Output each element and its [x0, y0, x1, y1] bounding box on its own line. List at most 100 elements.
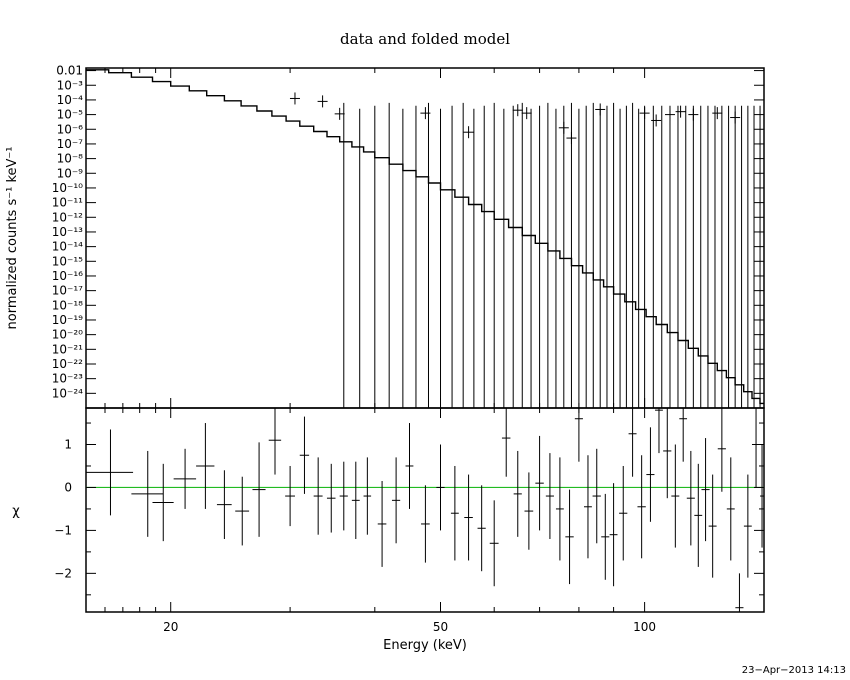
residual-point — [216, 470, 232, 539]
residual-point — [285, 465, 295, 527]
y-tick-label: 10⁻²⁴ — [52, 386, 83, 400]
y-tick-label: 10⁻⁵ — [57, 108, 84, 122]
residual-point — [489, 500, 499, 587]
residuals-x-ticks: 20 50 100 — [104, 408, 765, 634]
data-point — [730, 111, 741, 124]
spectrum-y-axis-label: normalized counts s⁻¹ keV⁻¹ — [5, 147, 20, 330]
residual-point — [726, 457, 735, 561]
chart-title: data and folded model — [340, 30, 510, 48]
y-tick-label: 10⁻⁸ — [57, 152, 84, 166]
residual-point — [196, 423, 215, 509]
data-point — [639, 107, 650, 120]
x-tick-label: 50 — [433, 620, 448, 634]
residual-point — [405, 423, 414, 509]
residual-point — [701, 438, 710, 542]
residual-point — [628, 408, 637, 477]
residual-point — [86, 429, 134, 516]
residual-point — [565, 489, 574, 585]
y-tick-label: −2 — [54, 566, 72, 580]
residual-point — [268, 408, 282, 475]
residual-point — [450, 465, 459, 561]
residual-point — [235, 476, 250, 546]
data-point — [334, 107, 345, 120]
residual-point — [592, 448, 601, 544]
y-tick-label: −1 — [54, 523, 72, 537]
spectrum-panel: 0.0110⁻³10⁻⁴10⁻⁵10⁻⁶10⁻⁷10⁻⁸10⁻⁹10⁻¹⁰10⁻… — [5, 64, 765, 409]
residual-point — [436, 444, 445, 531]
residual-point — [131, 450, 164, 537]
residual-point — [743, 474, 752, 578]
data-point — [712, 107, 723, 120]
residual-point — [609, 483, 618, 587]
residual-point — [663, 408, 672, 499]
y-tick-label: 10⁻¹¹ — [52, 196, 83, 210]
data-point — [289, 92, 300, 105]
residual-point — [760, 444, 764, 548]
timestamp: 23−Apr−2013 14:13 — [742, 665, 846, 676]
residual-point — [555, 457, 564, 561]
residuals-panel: 1 0 −1 −2 20 50 100 χ Energy (keV) — [12, 407, 765, 653]
data-point — [566, 132, 577, 145]
residual-point — [535, 435, 544, 531]
residual-point — [313, 457, 323, 535]
y-tick-label: 0.01 — [56, 64, 83, 78]
spectrum-y-ticks: 0.0110⁻³10⁻⁴10⁻⁵10⁻⁶10⁻⁷10⁻⁸10⁻⁹10⁻¹⁰10⁻… — [52, 64, 764, 400]
residual-point — [708, 474, 717, 578]
data-point — [512, 104, 523, 117]
data-point — [521, 107, 532, 120]
residual-point — [735, 573, 744, 612]
y-tick-label: 10⁻²² — [52, 357, 83, 371]
y-tick-label: 10⁻¹² — [52, 210, 83, 224]
residual-point — [619, 465, 628, 561]
y-tick-label: 10⁻²⁰ — [52, 328, 83, 342]
y-tick-label: 10⁻¹⁵ — [52, 254, 83, 268]
residual-point — [152, 463, 174, 542]
residual-point — [391, 457, 401, 544]
data-point — [688, 108, 699, 121]
x-axis-label: Energy (keV) — [383, 638, 467, 653]
y-tick-label: 10⁻¹⁹ — [52, 313, 83, 327]
y-tick-label: 10⁻⁶ — [57, 122, 84, 136]
residual-point — [671, 444, 680, 548]
data-point — [558, 121, 569, 134]
residual-point — [637, 455, 646, 559]
y-tick-label: 10⁻⁴ — [57, 93, 84, 107]
residual-point — [679, 408, 688, 462]
folded-model-line — [86, 69, 764, 405]
residual-point — [694, 463, 703, 567]
residuals-y-ticks: 1 0 −1 −2 — [54, 422, 764, 596]
y-tick-label: 10⁻¹⁸ — [52, 298, 83, 312]
y-tick-label: 10⁻¹³ — [52, 225, 83, 239]
residual-point — [574, 408, 583, 462]
y-tick-label: 10⁻¹⁰ — [52, 181, 83, 195]
residual-point — [513, 450, 522, 537]
y-tick-label: 1 — [64, 438, 72, 452]
data-point — [651, 114, 662, 127]
y-tick-label: 10⁻¹⁴ — [52, 240, 83, 254]
upper-limit-bars — [343, 102, 761, 408]
data-point — [420, 107, 431, 120]
residual-point — [686, 450, 695, 546]
y-tick-label: 10⁻²¹ — [52, 342, 83, 356]
residual-point — [751, 408, 761, 488]
residual-point — [646, 427, 655, 522]
residual-point — [173, 448, 197, 509]
y-tick-label: 10⁻¹⁷ — [52, 284, 83, 298]
residual-point — [377, 481, 387, 567]
y-tick-label: 10⁻³ — [57, 78, 84, 92]
residual-point — [717, 408, 726, 492]
y-tick-label: 10⁻⁹ — [57, 166, 84, 180]
residuals-plot-frame — [85, 407, 765, 613]
data-point — [675, 105, 686, 118]
x-tick-label: 100 — [633, 620, 656, 634]
residual-point — [339, 461, 348, 531]
residual-point — [351, 461, 360, 539]
residual-point — [601, 493, 610, 580]
residual-point — [477, 485, 486, 572]
residual-point — [299, 416, 310, 494]
residual-point — [464, 474, 473, 561]
residual-point — [545, 453, 554, 539]
residual-point — [421, 485, 430, 563]
residual-point — [252, 442, 266, 537]
